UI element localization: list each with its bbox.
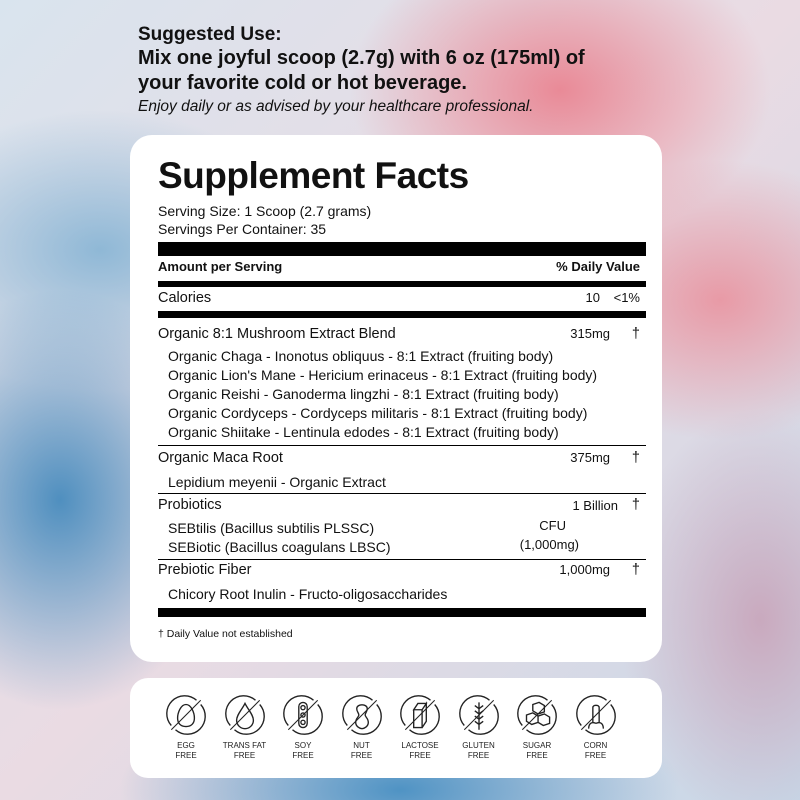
- sub-ingredient: SEBiotic (Bacillus coagulans LBSC): [168, 539, 391, 555]
- panel-title: Supplement Facts: [158, 155, 469, 196]
- badge-label: CORN: [583, 741, 608, 750]
- drop-icon: [224, 695, 265, 735]
- ingredient-amount-mass: (1,000mg): [519, 537, 579, 552]
- divider: [158, 493, 646, 494]
- suggested-use-heading: Suggested Use:: [138, 24, 282, 45]
- directions-line-1: Mix one joyful scoop (2.7g) with 6 oz (1…: [138, 47, 585, 69]
- milk-carton-icon: [400, 695, 440, 735]
- divider: [158, 281, 646, 287]
- ingredient-label: Prebiotic Fiber: [158, 562, 252, 578]
- ingredient-label: Organic Maca Root: [158, 450, 283, 466]
- divider: [158, 445, 646, 446]
- sub-ingredient: Organic Lion's Mane - Hericium erinaceus…: [168, 367, 598, 383]
- sub-ingredient: Organic Reishi - Ganoderma lingzhi - 8:1…: [168, 386, 559, 402]
- badge-label-free: FREE: [350, 751, 373, 760]
- egg-icon: [166, 695, 206, 735]
- ingredient-amount: 315mg: [570, 326, 610, 341]
- sub-ingredient: Lepidium meyenii - Organic Extract: [168, 474, 386, 490]
- badge-label-free: FREE: [233, 751, 256, 760]
- ingredient-amount: 375mg: [570, 450, 610, 465]
- badge-nut-free: NUT FREE: [334, 694, 390, 761]
- badge-label: TRANS FAT: [222, 741, 267, 750]
- sub-ingredient: Organic Cordyceps - Cordyceps militaris …: [168, 405, 588, 421]
- prebiotic-row: Prebiotic Fiber 1,000mg †: [158, 562, 640, 578]
- badge-gluten-free: GLUTEN FREE: [451, 694, 507, 761]
- ingredient-dv: †: [631, 562, 640, 578]
- amount-per-serving-label: Amount per Serving: [158, 259, 283, 274]
- supplement-facts-panel: Supplement Facts Serving Size: 1 Scoop (…: [130, 135, 662, 662]
- soybean-icon: [283, 695, 323, 735]
- divider: [158, 311, 646, 318]
- badge-trans-fat-free: TRANS FAT FREE: [217, 694, 273, 761]
- peanut-icon: [341, 695, 382, 735]
- serving-size: Serving Size: 1 Scoop (2.7 grams): [158, 203, 372, 219]
- ingredient-label: Probiotics: [158, 497, 222, 513]
- maca-row: Organic Maca Root 375mg †: [158, 450, 640, 466]
- footnote: † Daily Value not established: [158, 628, 293, 640]
- badge-label: GLUTEN: [462, 741, 495, 750]
- badge-label-free: FREE: [467, 751, 490, 760]
- wheat-icon: [458, 695, 499, 735]
- badge-label: SOY: [294, 741, 312, 750]
- badge-sugar-free: SUGAR FREE: [509, 694, 565, 761]
- badge-label: NUT: [353, 741, 370, 750]
- probiotics-row: Probiotics 1 Billion †: [158, 497, 640, 513]
- badge-label-free: FREE: [409, 751, 431, 760]
- badge-lactose-free: LACTOSE FREE: [392, 694, 448, 761]
- corn-icon: [575, 695, 616, 735]
- ingredient-label: Organic 8:1 Mushroom Extract Blend: [158, 326, 396, 342]
- mushroom-row: Organic 8:1 Mushroom Extract Blend 315mg…: [158, 326, 640, 342]
- badge-label: SUGAR: [522, 741, 552, 750]
- badge-label-free: FREE: [175, 751, 197, 760]
- divider: [158, 559, 646, 560]
- badge-label-free: FREE: [526, 751, 548, 760]
- ingredient-dv: †: [631, 326, 640, 342]
- sugar-cubes-icon: [517, 695, 557, 735]
- badge-label: EGG: [177, 741, 195, 750]
- ingredient-dv: †: [631, 450, 640, 466]
- ingredient-dv: †: [631, 497, 640, 513]
- servings-per-container: Servings Per Container: 35: [158, 221, 327, 237]
- allergen-free-badges: EGG FREE TRANS FAT FREE SOY FREE NUT FREE LACTOS…: [130, 678, 662, 778]
- badge-soy-free: SOY FREE: [275, 694, 331, 761]
- calories-label: Calories: [158, 290, 212, 306]
- directions-note: Enjoy daily or as advised by your health…: [138, 98, 534, 115]
- directions-line-2: your favorite cold or hot beverage.: [138, 72, 467, 94]
- badge-label-free: FREE: [584, 751, 607, 760]
- divider: [158, 608, 646, 617]
- ingredient-amount: 1,000mg: [559, 562, 610, 577]
- divider: [158, 242, 646, 256]
- sub-ingredient: Organic Shiitake - Lentinula edodes - 8:…: [168, 424, 559, 440]
- daily-value-label: % Daily Value: [556, 259, 640, 274]
- ingredient-amount: 1 Billion: [572, 498, 618, 513]
- badge-label-free: FREE: [292, 751, 314, 760]
- sub-ingredient: SEBtilis (Bacillus subtilis PLSSC): [168, 520, 375, 536]
- suggested-use: Suggested Use: Mix one joyful scoop (2.7…: [138, 24, 678, 116]
- header-row: Amount per Serving % Daily Value: [158, 259, 640, 274]
- ingredient-amount-unit: CFU: [539, 518, 566, 533]
- sub-ingredient: Chicory Root Inulin - Fructo-oligosaccha…: [168, 586, 448, 602]
- calories-amount: 10: [585, 290, 600, 305]
- badge-label: LACTOSE: [401, 741, 439, 750]
- badge-egg-free: EGG FREE: [158, 694, 214, 761]
- calories-dv: <1%: [613, 290, 640, 305]
- calories-row: Calories 10 <1%: [158, 290, 640, 306]
- sub-ingredient: Organic Chaga - Inonotus obliquus - 8:1 …: [168, 348, 554, 364]
- badge-corn-free: CORN FREE: [568, 694, 624, 761]
